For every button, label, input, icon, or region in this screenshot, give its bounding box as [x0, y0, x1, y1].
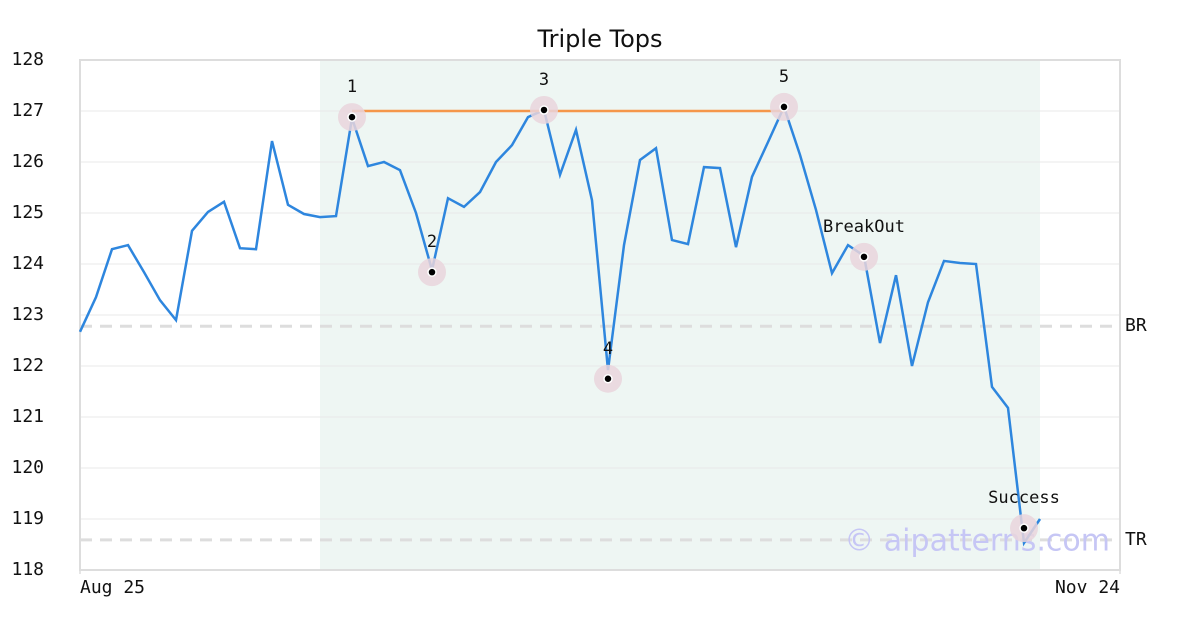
y-tick-label: 127 — [11, 100, 44, 121]
plot-frame — [79, 59, 1121, 571]
marker — [1019, 523, 1029, 533]
marker — [603, 374, 613, 384]
y-tick-label: 124 — [11, 253, 44, 274]
chart-title: Triple Tops — [537, 25, 663, 53]
marker-label: 3 — [539, 70, 549, 90]
y-tick-label: 118 — [11, 559, 44, 580]
watermark: © aipatterns.com — [844, 524, 1110, 559]
marker-label: 2 — [427, 232, 437, 252]
y-tick-label: 121 — [11, 406, 44, 427]
x-tick-label: Aug 25 — [80, 577, 145, 598]
marker — [779, 102, 789, 112]
y-tick-label: 125 — [11, 202, 44, 223]
level-label: TR — [1125, 529, 1147, 550]
x-tick-label: Nov 24 — [1055, 577, 1120, 598]
marker-label: Success — [988, 488, 1060, 508]
marker — [859, 252, 869, 262]
marker-label: 1 — [347, 77, 357, 97]
y-tick-label: 122 — [11, 355, 44, 376]
marker-label: BreakOut — [823, 217, 905, 237]
y-tick-label: 120 — [11, 457, 44, 478]
marker-label: 4 — [603, 339, 613, 359]
y-tick-label: 128 — [11, 49, 44, 70]
marker-label: 5 — [779, 67, 789, 87]
y-tick-label: 123 — [11, 304, 44, 325]
marker — [427, 267, 437, 277]
price-line — [78, 103, 1042, 547]
y-tick-label: 119 — [11, 508, 44, 529]
marker — [347, 112, 357, 122]
y-tick-label: 126 — [11, 151, 44, 172]
level-label: BR — [1125, 315, 1147, 336]
marker — [539, 105, 549, 115]
